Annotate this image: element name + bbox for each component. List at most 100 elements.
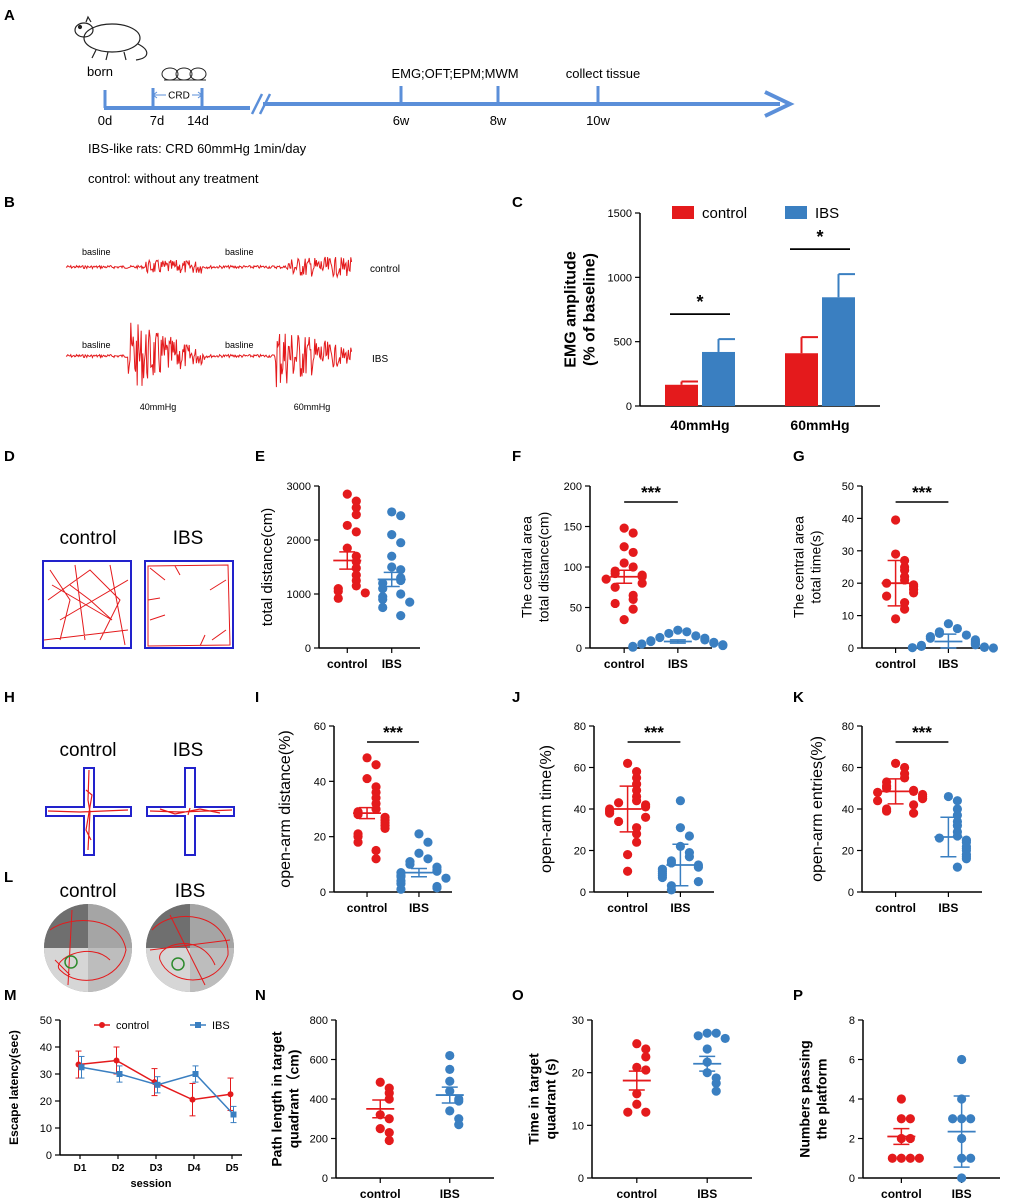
data-point [916, 641, 927, 651]
data-point [900, 555, 910, 566]
emg-trace-ibs [65, 322, 353, 388]
y-tick-label: 0 [849, 1173, 855, 1185]
data-point [900, 598, 910, 608]
data-point [709, 638, 719, 648]
data-point [601, 574, 611, 584]
data-point [891, 758, 901, 768]
data-point [605, 808, 615, 818]
y-tick-label: 40 [574, 804, 586, 816]
y-tick-label: 600 [310, 1055, 328, 1067]
bar [822, 297, 855, 406]
y-tick-label: 0 [848, 643, 854, 655]
data-point [360, 588, 370, 598]
x-tick-label: D3 [150, 1163, 163, 1174]
bar [665, 384, 698, 406]
data-point [623, 866, 633, 876]
data-point [396, 575, 406, 586]
protocol-note-ibs: IBS-like rats: CRD 60mmHg 1min/day [88, 141, 307, 156]
x-tick-label: IBS [668, 657, 688, 671]
data-point [711, 1086, 721, 1096]
data-point [362, 773, 372, 784]
data-point [632, 837, 642, 847]
trace-control-label: control [370, 264, 400, 275]
data-point [900, 565, 910, 575]
data-point [432, 866, 442, 876]
data-point [351, 557, 361, 567]
data-point [628, 642, 638, 652]
data-point [387, 530, 397, 540]
data-point [445, 1064, 455, 1074]
data-point [378, 584, 388, 594]
mwm-pool-ibs [146, 904, 234, 992]
panel-label-f: F [512, 448, 521, 465]
data-point [700, 635, 710, 645]
y-tick-label: 0 [580, 887, 586, 899]
y-tick-label: 800 [310, 1015, 328, 1027]
data-point [891, 549, 901, 559]
data-point [718, 640, 728, 651]
x-tick-label: 40mmHg [670, 417, 729, 433]
data-point [619, 542, 629, 552]
data-point [673, 625, 683, 635]
protocol-note-control: control: without any treatment [88, 171, 259, 186]
panel-label-n: N [255, 987, 266, 1004]
data-point [445, 1076, 455, 1086]
significance-mark: *** [644, 723, 664, 742]
data-point [684, 852, 695, 862]
data-point [711, 1028, 721, 1038]
data-point [905, 1133, 915, 1144]
x-tick-label: control [875, 901, 916, 915]
y-tick-label: 200 [310, 1134, 328, 1146]
y-tick-label: 200 [564, 481, 582, 493]
y-tick-label: 100 [564, 562, 582, 574]
legend-swatch-ibs [785, 206, 807, 219]
x-tick-label: IBS [697, 1187, 717, 1201]
y-tick-label: 1000 [287, 589, 311, 601]
data-point [637, 578, 647, 588]
chart-open-arm-distance: 0 20 40 60 open-arm distance(%) control IBS *** [277, 721, 452, 915]
data-point [610, 582, 620, 592]
legend-label-control: control [702, 205, 747, 222]
x-tick-label: IBS [409, 901, 429, 915]
chart-time-target: 0 10 20 30 Time in target quadrant (s) control… [526, 1015, 752, 1201]
chart-emg-amplitude: 0 500 1000 1500 EMG amplitude (% of baseline)… [563, 205, 880, 433]
data-point [384, 1114, 394, 1124]
data-point [628, 594, 638, 605]
data-point [375, 1124, 385, 1134]
data-point [934, 628, 945, 639]
y-tick-label: 1500 [608, 208, 632, 220]
data-point [655, 632, 665, 643]
data-point [887, 1153, 897, 1163]
x-tick-label: control [616, 1187, 657, 1201]
data-point [637, 639, 647, 649]
data-point [342, 520, 352, 531]
panel-label-m: M [4, 987, 17, 1004]
data-point [632, 1062, 642, 1072]
data-point [342, 543, 352, 553]
y-tick-label: 40 [842, 804, 854, 816]
data-point [333, 586, 343, 596]
y-axis-label: The central area [791, 516, 807, 618]
y-tick-label: 8 [849, 1015, 855, 1027]
data-point [619, 523, 629, 533]
event-label-tests: EMG;OFT;EPM;MWM [391, 66, 518, 81]
data-point [396, 884, 406, 894]
data-point [957, 1054, 967, 1065]
data-point [693, 877, 704, 887]
significance-mark: * [816, 227, 823, 247]
y-axis-label: (% of baseline) [582, 253, 599, 366]
y-tick-label: 40 [842, 513, 854, 525]
x-tick-label: control [360, 1187, 401, 1201]
water-maze-panel: control IBS [44, 881, 234, 992]
bar [785, 353, 818, 406]
data-point [623, 850, 633, 860]
epm-track-ibs [149, 807, 233, 816]
data-point [396, 589, 406, 599]
y-tick-label: 0 [305, 643, 311, 655]
y-tick-label: 20 [40, 1096, 52, 1108]
data-point [362, 753, 372, 763]
data-point [693, 862, 704, 872]
y-tick-label: 0 [578, 1173, 584, 1185]
data-point [423, 854, 433, 864]
